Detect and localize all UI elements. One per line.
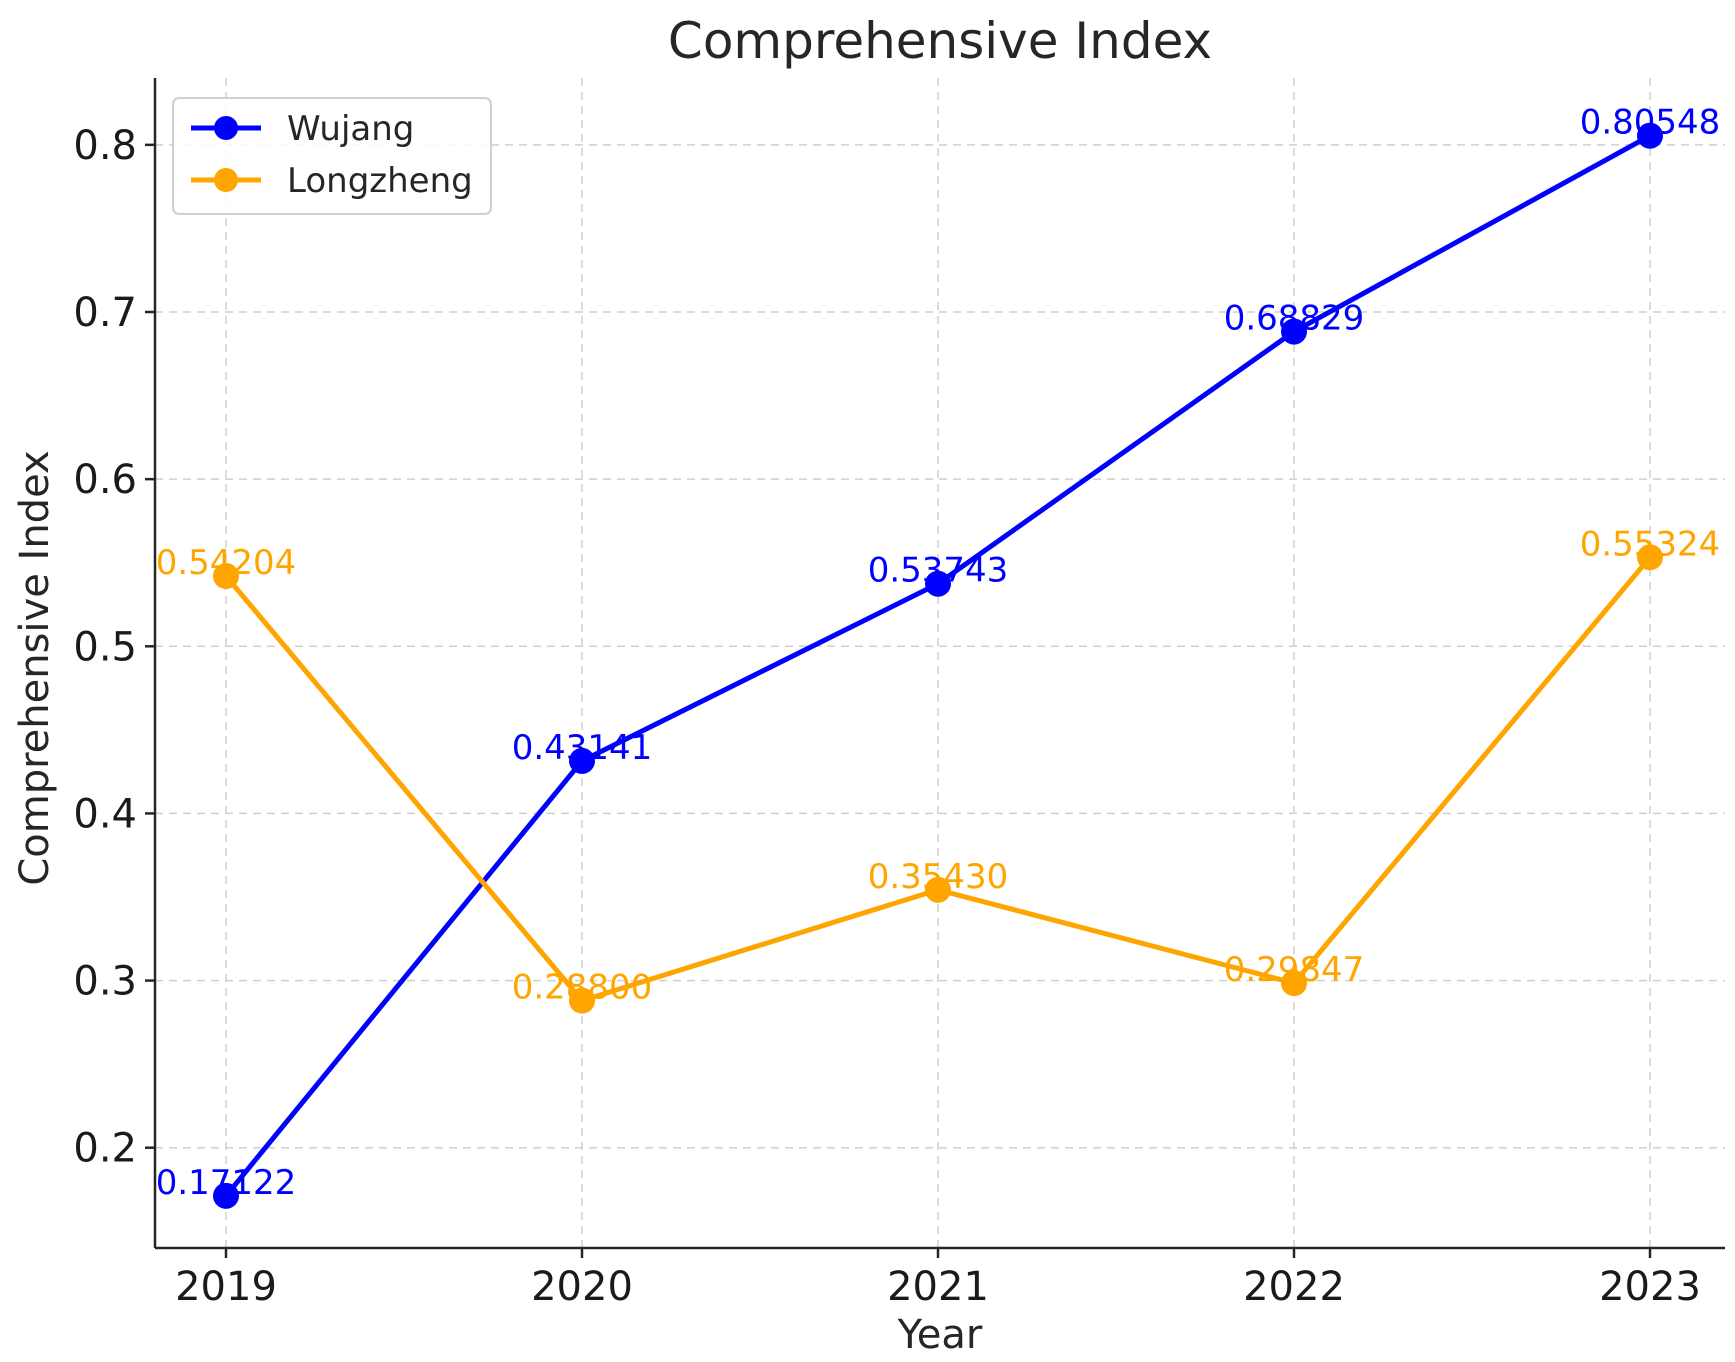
y-tick-label: 0.5: [73, 624, 137, 670]
longzheng-point: [1637, 544, 1663, 571]
wujang-point: [1637, 122, 1663, 149]
series-lines: [213, 122, 1663, 1209]
legend-label-wujang: Wujang: [287, 109, 414, 149]
longzheng-data-label: 0.35430: [868, 857, 1009, 897]
wujang-data-label: 0.17122: [156, 1163, 297, 1203]
y-tick-label: 0.4: [73, 791, 137, 837]
grid-lines: [155, 78, 1725, 1248]
wujang-point: [1281, 318, 1307, 345]
y-tick-label: 0.7: [73, 290, 137, 336]
x-tick-label: 2023: [1599, 1264, 1701, 1310]
wujang-data-label: 0.80548: [1580, 103, 1721, 143]
data-labels: 0.17122 0.43141 0.53743 0.68829 0.80548 0.542…: [156, 103, 1721, 1203]
longzheng-point: [925, 876, 951, 903]
wujang-data-label: 0.43141: [512, 728, 653, 768]
longzheng-point: [1281, 970, 1307, 997]
wujang-point: [925, 570, 951, 597]
x-axis-title: Year: [897, 1312, 983, 1358]
x-tick-label: 2020: [531, 1264, 633, 1310]
axes: [145, 78, 1725, 1258]
y-tick-label: 0.3: [73, 959, 137, 1005]
y-tick-label: 0.8: [73, 123, 137, 169]
x-tick-label: 2019: [175, 1264, 277, 1310]
longzheng-data-label: 0.29847: [1224, 950, 1365, 990]
x-tick-label: 2021: [887, 1264, 989, 1310]
longzheng-data-label: 0.28800: [512, 968, 653, 1008]
chart-title: Comprehensive Index: [668, 12, 1212, 70]
y-axis-title: Comprehensive Index: [12, 450, 58, 885]
legend-marker-wujang: [214, 116, 238, 140]
legend: Wujang Longzheng: [172, 97, 492, 215]
longzheng-point: [213, 563, 239, 590]
tick-labels: 2019 2020 2021 2022 2023 0.2 0.3 0.4 0.5 0.6 0.7 0.…: [73, 123, 1701, 1310]
longzheng-data-label: 0.55324: [1580, 524, 1721, 564]
legend-label-longzheng: Longzheng: [287, 161, 473, 201]
wujang-point: [569, 747, 595, 774]
wujang-data-label: 0.68829: [1224, 299, 1365, 339]
wujang-data-label: 0.53743: [868, 551, 1009, 591]
wujang-point: [213, 1182, 239, 1209]
longzheng-data-label: 0.54204: [156, 543, 297, 583]
y-tick-label: 0.6: [73, 457, 137, 503]
x-tick-label: 2022: [1243, 1264, 1345, 1310]
legend-marker-longzheng: [214, 168, 238, 192]
longzheng-point: [569, 987, 595, 1014]
y-tick-label: 0.2: [73, 1126, 137, 1172]
